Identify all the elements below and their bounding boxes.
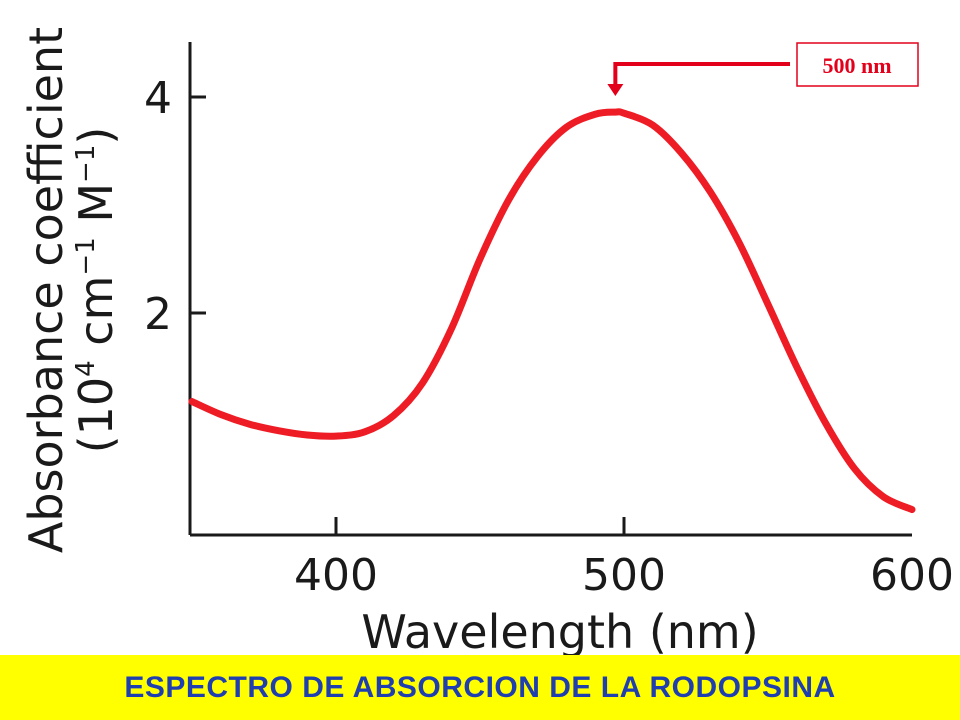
absorption-chart: Absorbance coefficient (104 cm−1 M−1) 40… bbox=[19, 27, 954, 655]
y-tick-label-2: 2 bbox=[144, 289, 172, 340]
y-axis-label: Absorbance coefficient (104 cm−1 M−1) bbox=[19, 27, 123, 553]
annotation-box bbox=[796, 42, 919, 87]
footer-banner: ESPECTRO DE ABSORCION DE LA RODOPSINA bbox=[0, 655, 960, 720]
x-axis-label: Wavelength (nm) bbox=[361, 605, 758, 655]
annotation-layer: 500 nm bbox=[607, 42, 919, 96]
annotation-arrow-line bbox=[613, 62, 790, 86]
annotation-arrow-head bbox=[607, 84, 624, 96]
annotation-label: 500 nm bbox=[822, 53, 891, 78]
y-axis-label-line1: Absorbance coefficient bbox=[19, 27, 73, 553]
x-tick-label-600: 600 bbox=[870, 550, 954, 601]
axis-ticks: 400 500 600 2 4 bbox=[144, 73, 954, 601]
series-layer bbox=[188, 108, 916, 514]
x-tick-label-500: 500 bbox=[582, 550, 666, 601]
chart-axes bbox=[188, 42, 912, 537]
series-line-0 bbox=[188, 108, 916, 514]
y-axis-label-line2: (104 cm−1 M−1) bbox=[69, 127, 123, 454]
x-tick-label-400: 400 bbox=[294, 550, 378, 601]
y-tick-label-4: 4 bbox=[144, 73, 172, 124]
chart-title: ESPECTRO DE ABSORCION DE LA RODOPSINA bbox=[124, 670, 836, 704]
